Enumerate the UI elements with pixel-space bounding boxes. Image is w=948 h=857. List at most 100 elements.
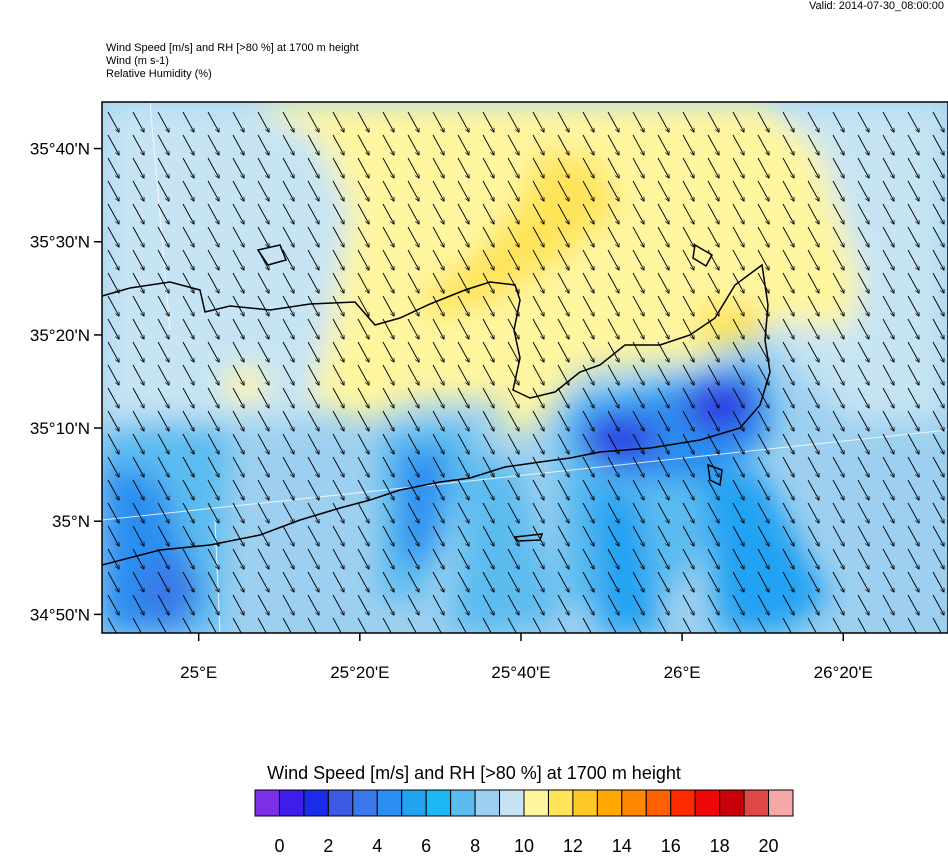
wind-arrow xyxy=(307,295,319,316)
wind-arrow xyxy=(582,295,594,316)
wind-arrow xyxy=(607,341,619,362)
wind-arrow xyxy=(507,318,519,339)
wind-arrow xyxy=(232,456,244,477)
wind-arrow xyxy=(932,617,942,633)
wind-arrow xyxy=(857,295,869,316)
wind-arrow xyxy=(657,157,669,178)
wind-arrow xyxy=(182,226,194,247)
wind-arrow xyxy=(657,180,669,201)
wind-arrow xyxy=(357,433,369,454)
wind-arrow xyxy=(532,203,544,224)
wind-arrow xyxy=(932,203,944,224)
wind-arrow xyxy=(657,594,669,615)
wind-arrow xyxy=(232,548,244,569)
wind-arrow xyxy=(532,318,544,339)
wind-arrow xyxy=(882,387,894,408)
wind-arrow xyxy=(707,479,719,500)
wind-arrow xyxy=(532,134,544,155)
wind-arrow xyxy=(707,548,719,569)
wind-arrow xyxy=(757,226,769,247)
wind-arrow xyxy=(207,226,219,247)
wind-arrow xyxy=(932,295,944,316)
wind-arrow xyxy=(857,364,869,385)
wind-arrow xyxy=(807,594,819,615)
wind-arrow xyxy=(307,134,319,155)
wind-arrow xyxy=(557,341,569,362)
wind-arrow xyxy=(432,410,444,431)
wind-arrow xyxy=(607,387,619,408)
wind-arrow xyxy=(857,272,869,293)
wind-arrow xyxy=(907,456,919,477)
wind-arrow xyxy=(682,318,694,339)
wind-arrow xyxy=(707,410,719,431)
wind-arrow xyxy=(482,226,494,247)
wind-arrow xyxy=(857,502,869,523)
wind-arrow xyxy=(182,249,194,270)
wind-arrow xyxy=(482,272,494,293)
wind-arrow xyxy=(382,295,394,316)
wind-arrow xyxy=(132,249,144,270)
wind-arrow xyxy=(707,364,719,385)
wind-arrow xyxy=(457,548,469,569)
wind-arrow xyxy=(382,410,394,431)
wind-arrow xyxy=(382,111,394,132)
wind-arrow xyxy=(232,341,244,362)
wind-arrow xyxy=(157,364,169,385)
wind-arrow xyxy=(407,502,419,523)
wind-arrow xyxy=(282,617,292,633)
wind-arrow xyxy=(832,364,844,385)
wind-arrow xyxy=(782,387,794,408)
colorbar-swatch xyxy=(547,789,574,817)
wind-arrow xyxy=(132,410,144,431)
wind-arrow xyxy=(432,111,444,132)
wind-arrow xyxy=(707,272,719,293)
wind-arrow xyxy=(882,617,892,633)
wind-arrow xyxy=(282,295,294,316)
wind-arrow xyxy=(932,525,944,546)
wind-arrow xyxy=(257,571,269,592)
wind-arrow xyxy=(757,502,769,523)
wind-arrow xyxy=(682,157,694,178)
wind-arrow xyxy=(382,134,394,155)
wind-arrow xyxy=(182,479,194,500)
title-line-2: Wind (m s-1) xyxy=(106,55,169,67)
wind-arrow xyxy=(482,617,492,633)
wind-arrow xyxy=(807,341,819,362)
wind-arrow xyxy=(357,502,369,523)
wind-arrow xyxy=(632,272,644,293)
colorbar-tick-label: 2 xyxy=(323,836,334,856)
wind-arrow xyxy=(382,594,394,615)
wind-arrow xyxy=(907,364,919,385)
wind-arrow xyxy=(882,571,894,592)
wind-arrow xyxy=(582,387,594,408)
wind-arrow xyxy=(732,456,744,477)
wind-arrow xyxy=(507,134,519,155)
wind-arrow xyxy=(532,387,544,408)
wind-arrow xyxy=(657,387,669,408)
wind-arrow xyxy=(357,456,369,477)
wind-arrow xyxy=(807,180,819,201)
wind-arrow xyxy=(582,548,594,569)
colorbar-tick-label: 8 xyxy=(470,836,481,856)
wind-arrow xyxy=(682,502,694,523)
wind-arrow xyxy=(557,456,569,477)
wind-arrow xyxy=(732,594,744,615)
wind-arrow xyxy=(357,134,369,155)
wind-arrow xyxy=(782,341,794,362)
wind-arrow xyxy=(832,157,844,178)
wind-arrow xyxy=(457,525,469,546)
wind-arrow xyxy=(282,456,294,477)
wind-arrow xyxy=(882,341,894,362)
wind-arrow xyxy=(682,433,694,454)
wind-arrow xyxy=(607,594,619,615)
wind-arrow xyxy=(457,111,469,132)
wind-arrow xyxy=(882,410,894,431)
wind-arrow xyxy=(532,571,544,592)
wind-arrow xyxy=(107,502,119,523)
wind-arrow xyxy=(332,456,344,477)
wind-arrow xyxy=(632,410,644,431)
colorbar-tick-label: 10 xyxy=(513,836,535,856)
wind-arrow xyxy=(232,272,244,293)
wind-arrow xyxy=(332,502,344,523)
wind-arrow xyxy=(532,456,544,477)
